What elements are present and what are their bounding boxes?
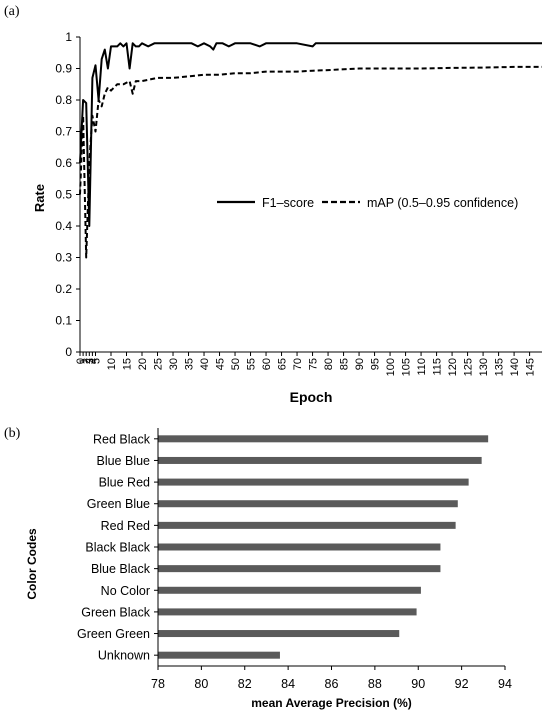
x-tick-label: 135 bbox=[494, 358, 506, 376]
y-axis-title: Color Codes bbox=[25, 528, 39, 600]
bar-chart-axes: 78 80 82 84 86 88 90 92 94 mean Average Precision… bbox=[25, 428, 512, 710]
x-axis-title: Epoch bbox=[290, 389, 333, 405]
x-tick-label: 25 bbox=[153, 358, 165, 370]
x-axis-title: mean Average Precision (%) bbox=[251, 696, 412, 710]
category-label: Red Black bbox=[93, 432, 151, 446]
bar bbox=[158, 500, 458, 508]
x-tick-label: 55 bbox=[246, 358, 258, 370]
x-tick-label: 1 bbox=[78, 358, 90, 364]
x-tick-label: 35 bbox=[184, 358, 196, 370]
y-tick-label: 1 bbox=[65, 30, 72, 44]
x-tick-label: 130 bbox=[478, 358, 490, 376]
bar bbox=[158, 456, 482, 464]
x-tick-label: 10 bbox=[106, 358, 118, 370]
category-label: Green Green bbox=[77, 627, 150, 641]
x-tick-label: 125 bbox=[463, 358, 475, 376]
x-tick-label: 75 bbox=[308, 358, 320, 370]
x-tick-label: 140 bbox=[509, 358, 521, 376]
category-label: No Color bbox=[101, 584, 150, 598]
category-label: Red Red bbox=[101, 519, 150, 533]
x-tick-label: 80 bbox=[323, 358, 335, 370]
x-tick-label: 90 bbox=[411, 677, 425, 691]
y-tick-label: 0 bbox=[65, 345, 72, 359]
y-tick-label: 0.8 bbox=[55, 93, 72, 107]
bar bbox=[158, 543, 441, 551]
x-tick-label: 105 bbox=[401, 358, 413, 376]
panel-a-label: (a) bbox=[4, 4, 20, 19]
bar bbox=[158, 435, 489, 443]
x-tick-label: 86 bbox=[325, 677, 339, 691]
legend-label-map: mAP (0.5–0.95 confidence) bbox=[367, 196, 518, 210]
x-tick-label: 2 bbox=[81, 358, 93, 364]
y-tick-label: 0.4 bbox=[55, 219, 72, 233]
y-tick-label: 0.2 bbox=[55, 282, 72, 296]
x-tick-label: 85 bbox=[339, 358, 351, 370]
x-tick-label: 45 bbox=[215, 358, 227, 370]
y-tick-label: 0.6 bbox=[55, 156, 72, 170]
x-tick-label: 40 bbox=[199, 358, 211, 370]
legend-label-f1-score: F1–score bbox=[262, 196, 314, 210]
x-tick-label: 4 bbox=[87, 358, 99, 364]
x-tick-label: 92 bbox=[455, 677, 469, 691]
x-tick-label: 84 bbox=[281, 677, 295, 691]
x-tick-label: 60 bbox=[261, 358, 273, 370]
x-tick-label: 95 bbox=[370, 358, 382, 370]
category-label: Green Blue bbox=[87, 497, 150, 511]
bar bbox=[158, 478, 469, 486]
bar-chart: 78 80 82 84 86 88 90 92 94 mean Average Precision… bbox=[25, 428, 512, 710]
y-tick-label: 0.3 bbox=[55, 251, 72, 265]
x-tick-label: 115 bbox=[432, 358, 444, 376]
line-chart-series bbox=[79, 42, 542, 259]
bar bbox=[158, 565, 441, 573]
x-tick-label: 70 bbox=[292, 358, 304, 370]
x-tick-label: 3 bbox=[84, 358, 96, 364]
x-tick-label: 94 bbox=[498, 677, 512, 691]
bar bbox=[158, 586, 421, 594]
series-line-map bbox=[79, 65, 542, 259]
category-label: Blue Black bbox=[91, 562, 151, 576]
y-axis-title: Rate bbox=[32, 184, 47, 212]
category-label: Blue Red bbox=[99, 476, 150, 490]
category-label: Unknown bbox=[98, 649, 150, 663]
category-label: Blue Blue bbox=[96, 454, 150, 468]
panel-b-label: (b) bbox=[4, 426, 21, 441]
x-tick-label: 50 bbox=[230, 358, 242, 370]
bar bbox=[158, 630, 400, 638]
x-tick-label: 78 bbox=[151, 677, 165, 691]
category-label: Black Black bbox=[85, 541, 150, 555]
x-tick-label: 5 bbox=[91, 358, 103, 364]
x-tick-label: 145 bbox=[525, 358, 537, 376]
y-tick-label: 0.5 bbox=[55, 188, 72, 202]
category-label: Green Black bbox=[81, 605, 151, 619]
x-tick-label: 100 bbox=[385, 358, 397, 376]
x-tick-label: 20 bbox=[137, 358, 149, 370]
y-tick-label: 0.7 bbox=[55, 125, 72, 139]
line-chart-legend: F1–score mAP (0.5–0.95 confidence) bbox=[217, 196, 518, 210]
x-tick-label: 30 bbox=[168, 358, 180, 370]
bar-chart-bars bbox=[158, 435, 489, 659]
x-tick-label: 120 bbox=[447, 358, 459, 376]
x-tick-label: 90 bbox=[354, 358, 366, 370]
series-line-f1-score bbox=[79, 42, 542, 227]
x-tick-label: 0 bbox=[75, 358, 87, 364]
bar bbox=[158, 608, 417, 616]
x-tick-label: 80 bbox=[194, 677, 208, 691]
x-tick-label: 88 bbox=[368, 677, 382, 691]
bar bbox=[158, 521, 456, 529]
bar bbox=[158, 651, 280, 659]
x-tick-label: 110 bbox=[416, 358, 428, 376]
y-tick-label: 0.1 bbox=[55, 314, 72, 328]
x-tick-label: 15 bbox=[122, 358, 134, 370]
x-tick-label: 82 bbox=[238, 677, 252, 691]
x-tick-label: 65 bbox=[277, 358, 289, 370]
y-tick-label: 0.9 bbox=[55, 62, 72, 76]
